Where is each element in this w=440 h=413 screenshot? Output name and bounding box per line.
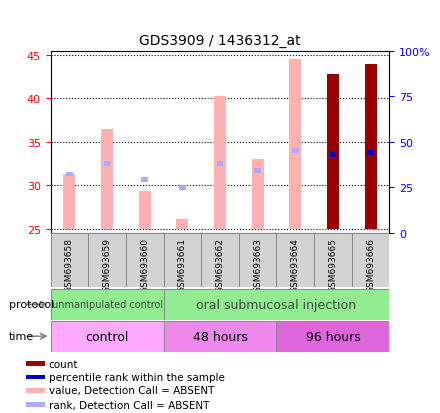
Text: GSM693659: GSM693659 — [103, 237, 112, 292]
Text: unmanipulated control: unmanipulated control — [51, 299, 163, 310]
Text: 96 hours: 96 hours — [305, 330, 360, 343]
Bar — [252, 160, 264, 229]
Bar — [365, 64, 377, 229]
Text: GSM693663: GSM693663 — [253, 237, 262, 292]
Bar — [292, 149, 299, 154]
Bar — [141, 177, 148, 182]
Bar — [254, 169, 261, 173]
Text: GSM693661: GSM693661 — [178, 237, 187, 292]
Bar — [26, 402, 45, 407]
Bar — [176, 219, 188, 229]
Text: GSM693665: GSM693665 — [328, 237, 337, 292]
Bar — [289, 60, 301, 229]
Text: value, Detection Call = ABSENT: value, Detection Call = ABSENT — [49, 385, 214, 395]
Text: percentile rank within the sample: percentile rank within the sample — [49, 372, 225, 382]
Bar — [139, 192, 151, 229]
Text: 48 hours: 48 hours — [193, 330, 247, 343]
Bar — [327, 75, 339, 229]
Bar — [216, 162, 224, 166]
Text: GSM693664: GSM693664 — [291, 237, 300, 292]
Text: GSM693658: GSM693658 — [65, 237, 74, 292]
Text: GSM693666: GSM693666 — [366, 237, 375, 292]
Bar — [104, 162, 110, 166]
Bar — [352, 233, 389, 287]
Bar — [164, 289, 389, 320]
Text: oral submucosal injection: oral submucosal injection — [196, 298, 356, 311]
Text: GSM693660: GSM693660 — [140, 237, 149, 292]
Bar — [126, 233, 164, 287]
Bar — [276, 321, 389, 352]
Bar — [201, 233, 239, 287]
Bar — [51, 289, 164, 320]
Title: GDS3909 / 1436312_at: GDS3909 / 1436312_at — [139, 34, 301, 48]
Bar — [314, 233, 352, 287]
Bar — [88, 233, 126, 287]
Bar — [164, 233, 201, 287]
Bar — [367, 150, 374, 155]
Text: GSM693662: GSM693662 — [216, 237, 224, 292]
Bar — [26, 375, 45, 380]
Bar — [26, 388, 45, 393]
Bar — [239, 233, 276, 287]
Bar — [63, 175, 75, 229]
Text: time: time — [9, 331, 34, 342]
Bar — [214, 97, 226, 229]
Bar — [276, 233, 314, 287]
Text: control: control — [85, 330, 129, 343]
Text: protocol: protocol — [9, 299, 54, 310]
Bar — [51, 233, 88, 287]
Text: count: count — [49, 359, 78, 369]
Bar — [164, 321, 276, 352]
Text: rank, Detection Call = ABSENT: rank, Detection Call = ABSENT — [49, 400, 209, 410]
Bar — [101, 130, 113, 229]
Bar — [26, 361, 45, 366]
Bar — [51, 321, 164, 352]
Bar — [330, 153, 336, 158]
Bar — [66, 172, 73, 177]
Bar — [179, 186, 186, 191]
